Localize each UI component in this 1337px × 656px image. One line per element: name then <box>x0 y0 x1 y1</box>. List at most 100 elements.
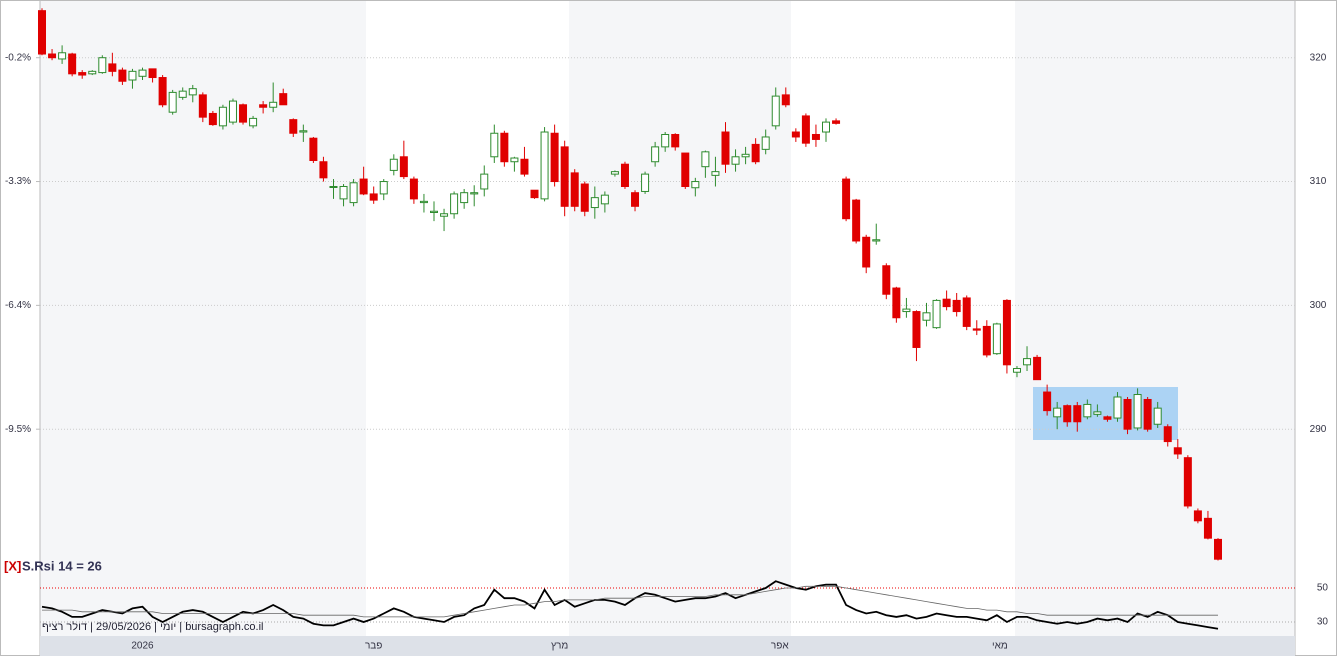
candle-body <box>811 133 820 140</box>
candle-body <box>590 197 599 209</box>
candle-body <box>982 325 991 356</box>
rsi-close[interactable]: [X] <box>4 558 21 573</box>
candle-body <box>610 171 619 175</box>
candle-body <box>399 156 408 178</box>
candle-body <box>269 101 278 108</box>
candle-body <box>349 182 358 204</box>
candle-body <box>631 192 640 207</box>
candle-body <box>952 299 961 313</box>
candle-body <box>962 297 971 327</box>
candle-body <box>38 10 46 55</box>
candle-body <box>289 119 298 134</box>
month-band <box>1015 1 1295 636</box>
candle-body <box>560 146 569 207</box>
candle-body <box>1173 447 1182 455</box>
candle-body <box>1053 407 1062 418</box>
candle-body <box>731 156 740 165</box>
rsi-tick-label: 30 <box>1317 617 1329 628</box>
candle-body <box>218 106 227 127</box>
candle-body <box>842 178 851 220</box>
candle-body <box>470 192 479 195</box>
candle-body <box>430 210 438 214</box>
candle-body <box>671 133 680 148</box>
x-tick-label: מאי <box>992 641 1008 652</box>
candle-body <box>319 161 328 179</box>
candle-body <box>832 120 841 124</box>
y2-tick-label: -0.2% <box>5 52 31 63</box>
candle-body <box>1063 405 1072 423</box>
candle-body <box>751 143 760 163</box>
candle-body <box>922 312 931 321</box>
candle-body <box>822 121 830 133</box>
watermark: יומי | 29/05/2026 | דולר רציף | bursagra… <box>42 620 263 633</box>
candle-body <box>1133 394 1142 429</box>
candle-body <box>691 181 700 189</box>
candle-body <box>409 178 418 200</box>
candle-body <box>379 181 388 195</box>
candle-body <box>530 189 539 199</box>
y-tick-label: 300 <box>1310 300 1327 311</box>
candle-body <box>862 236 871 268</box>
candle-body <box>570 172 579 207</box>
candle-body <box>58 52 67 60</box>
candle-body <box>661 133 670 148</box>
candle-body <box>540 131 549 200</box>
rsi-label: S.Rsi 14 = 26 <box>22 558 102 573</box>
candle-body <box>118 69 127 82</box>
candle-body <box>88 70 97 75</box>
candle-body <box>460 192 469 204</box>
rsi-tick-label: 50 <box>1317 583 1329 594</box>
candle-body <box>580 183 589 212</box>
candle-body <box>1193 510 1202 522</box>
candle-body <box>1043 391 1052 412</box>
candle-body <box>1113 396 1122 419</box>
candle-body <box>872 239 881 242</box>
candle-body <box>781 94 790 106</box>
candle-body <box>168 91 177 113</box>
candle-body <box>158 77 167 106</box>
candle-body <box>932 299 941 329</box>
y2-tick-label: -9.5% <box>5 424 31 435</box>
candle-body <box>550 132 559 183</box>
candle-body <box>902 308 911 313</box>
candle-body <box>128 70 137 81</box>
candle-body <box>1012 368 1021 373</box>
candle-body <box>942 298 951 308</box>
candle-body <box>600 194 609 205</box>
candle-body <box>68 53 77 75</box>
candle-body <box>339 185 348 200</box>
y-tick-label: 290 <box>1310 424 1327 435</box>
candle-body <box>912 311 921 348</box>
candle-body <box>801 115 810 144</box>
x-axis-band <box>40 636 1295 656</box>
candle-body <box>992 323 1001 355</box>
candle-body <box>882 265 891 295</box>
month-band <box>569 1 791 636</box>
y2-tick-label: -6.4% <box>5 300 31 311</box>
candle-body <box>359 178 368 195</box>
candle-body <box>1103 416 1112 420</box>
y-tick-label: 310 <box>1310 176 1327 187</box>
candle-body <box>1093 411 1102 415</box>
candle-body <box>892 287 901 319</box>
candle-body <box>249 117 258 127</box>
candle-body <box>299 130 308 133</box>
x-tick-label: 2026 <box>131 641 154 652</box>
candle-body <box>1073 405 1082 423</box>
candle-body <box>791 131 800 138</box>
rsi-line <box>41 580 1219 630</box>
candle-body <box>972 328 981 331</box>
candle-body <box>440 213 449 217</box>
x-tick-label: פבר <box>365 641 382 652</box>
candle-body <box>1214 538 1222 560</box>
candle-body <box>771 95 780 127</box>
candle-body <box>480 173 489 190</box>
candle-body <box>510 157 519 163</box>
candle-body <box>741 153 750 158</box>
candle-body <box>369 193 378 201</box>
candle-body <box>681 152 690 187</box>
candle-body <box>1023 358 1032 366</box>
candle-body <box>148 68 157 79</box>
rsi-line <box>42 585 1218 618</box>
